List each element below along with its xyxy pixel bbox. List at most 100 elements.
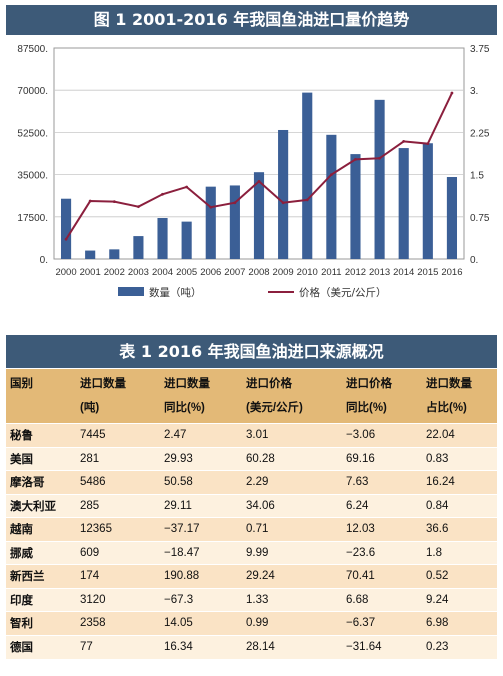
table-row: 智利 2358 14.05 0.99 −6.37 6.98	[6, 611, 497, 635]
value-cell: 7.63	[342, 470, 422, 494]
table-row: 澳大利亚 285 29.11 34.06 6.24 0.84	[6, 493, 497, 518]
line-point	[137, 205, 140, 209]
line-point	[64, 237, 68, 241]
value-cell: 16.24	[422, 470, 497, 494]
bar	[398, 148, 409, 259]
y-right-tick-label: 2.25	[470, 128, 490, 139]
table-row: 德国 77 16.34 28.14 −31.64 0.23	[6, 634, 497, 659]
bar	[181, 221, 192, 259]
value-cell: 36.6	[422, 517, 497, 541]
bar	[60, 198, 72, 259]
value-cell: 29.11	[160, 493, 242, 518]
legend-line-label: 价格（美元/公斤）	[299, 286, 387, 299]
value-cell: 6.98	[422, 611, 497, 635]
value-cell: 281	[76, 446, 160, 471]
value-cell: 1.33	[242, 587, 342, 612]
value-cell: 14.05	[160, 611, 242, 635]
bar	[278, 129, 289, 259]
x-tick-label: 2016	[441, 267, 462, 278]
column-header-line: (吨)	[80, 402, 100, 414]
value-cell: 2.47	[160, 423, 242, 447]
y-right-tick-label: 0.75	[470, 213, 490, 224]
bar	[109, 249, 120, 259]
value-cell: 6.68	[342, 587, 422, 612]
x-tick-label: 2008	[248, 267, 269, 278]
value-cell: −23.6	[342, 540, 422, 565]
column-header-line: (美元/公斤)	[246, 402, 303, 414]
line-point	[257, 179, 261, 183]
line-point	[185, 185, 189, 189]
bar	[229, 185, 240, 259]
table-row: 印度 3120 −67.3 1.33 6.68 9.24	[6, 587, 497, 612]
value-cell: 77	[76, 634, 160, 659]
column-header: 进口数量 (吨)	[76, 369, 160, 424]
value-cell: −31.64	[342, 634, 422, 659]
value-cell: 7445	[76, 423, 160, 447]
line-point	[329, 173, 333, 177]
x-tick-label: 2014	[393, 267, 414, 278]
table-title: 表 1 2016 年我国鱼油进口来源概况	[6, 335, 497, 368]
value-cell: 50.58	[160, 470, 242, 494]
value-cell: −37.17	[160, 517, 242, 541]
line-point	[450, 91, 454, 95]
value-cell: 1.8	[422, 540, 497, 565]
y-left-tick-label: 17500.	[17, 213, 48, 224]
x-tick-label: 2011	[321, 267, 341, 278]
value-cell: −18.47	[160, 540, 242, 565]
line-point	[209, 205, 213, 209]
table-row: 新西兰 174 190.88 29.24 70.41 0.52	[6, 564, 497, 588]
country-cell: 美国	[6, 446, 76, 471]
value-cell: 3.01	[242, 423, 342, 447]
value-cell: 285	[76, 493, 160, 518]
country-cell: 摩洛哥	[6, 470, 76, 494]
country-cell: 印度	[6, 587, 76, 612]
line-point	[233, 201, 237, 205]
line-point	[354, 158, 357, 161]
value-cell: 0.83	[422, 446, 497, 471]
line-point	[112, 200, 116, 204]
value-cell: 190.88	[160, 564, 242, 588]
value-cell: 0.52	[422, 564, 497, 588]
line-point	[161, 192, 164, 196]
trend-chart: 0. 0. 17500. 0.75 35000. 1.5 52500. 2.25 70000. 3…	[17, 44, 490, 299]
column-header: 进口价格 同比(%)	[342, 369, 422, 424]
table-row: 秘鲁 7445 2.47 3.01 −3.06 22.04	[6, 423, 497, 447]
country-cell: 澳大利亚	[6, 493, 76, 518]
value-cell: 0.71	[242, 517, 342, 541]
x-tick-label: 2003	[128, 267, 149, 278]
bar	[422, 143, 433, 259]
x-tick-label: 2013	[369, 267, 390, 278]
value-cell: 3120	[76, 587, 160, 612]
column-header: 国别	[6, 369, 76, 424]
column-header-line: 进口数量	[164, 378, 210, 390]
table-row: 美国 281 29.93 60.28 69.16 0.83	[6, 446, 497, 471]
x-tick-label: 2001	[80, 267, 101, 278]
country-cell: 秘鲁	[6, 423, 76, 447]
bar	[446, 177, 458, 259]
x-tick-label: 2000	[55, 267, 76, 278]
bar	[157, 218, 168, 259]
value-cell: 6.24	[342, 493, 422, 518]
column-header-line: 进口价格	[246, 378, 292, 390]
column-header-line: 国别	[10, 378, 33, 390]
value-cell: 0.84	[422, 493, 497, 518]
value-cell: 9.24	[422, 587, 497, 612]
y-left-tick-label: 0.	[40, 255, 48, 266]
line-point	[426, 142, 430, 146]
figure-title: 图 1 2001-2016 年我国鱼油进口量价趋势	[6, 5, 497, 35]
value-cell: 12365	[76, 517, 160, 541]
value-cell: 69.16	[342, 446, 422, 471]
line-point	[402, 140, 406, 143]
y-left-tick-label: 70000.	[17, 86, 48, 97]
value-cell: 174	[76, 564, 160, 588]
value-cell: 70.41	[342, 564, 422, 588]
table-row: 摩洛哥 5486 50.58 2.29 7.63 16.24	[6, 470, 497, 494]
value-cell: 0.23	[422, 634, 497, 659]
value-cell: 12.03	[342, 517, 422, 541]
y-right-tick-label: 0.	[470, 255, 478, 266]
x-tick-label: 2006	[200, 267, 221, 278]
bar	[205, 186, 216, 259]
column-header-line: 进口价格	[346, 378, 392, 390]
value-cell: 609	[76, 540, 160, 565]
bar	[85, 250, 96, 259]
